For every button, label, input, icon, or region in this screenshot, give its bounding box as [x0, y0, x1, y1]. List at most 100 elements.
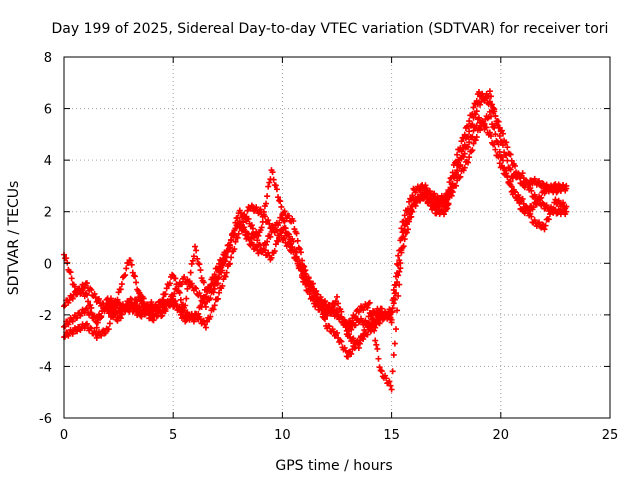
point-marker — [226, 242, 233, 249]
point-marker — [200, 317, 207, 324]
point-marker — [304, 287, 311, 294]
point-marker — [127, 257, 134, 264]
point-marker — [257, 242, 264, 249]
point-marker — [223, 269, 230, 276]
point-marker — [539, 199, 546, 206]
point-marker — [219, 267, 226, 274]
point-marker — [158, 310, 165, 317]
point-marker — [83, 280, 90, 287]
x-tick-label: 20 — [493, 428, 510, 443]
point-marker — [237, 221, 244, 228]
point-marker — [69, 295, 76, 302]
point-marker — [281, 208, 288, 215]
point-marker — [548, 183, 555, 190]
point-marker — [186, 278, 193, 285]
point-marker — [130, 301, 137, 308]
point-marker — [422, 192, 429, 199]
point-marker — [356, 337, 363, 344]
point-marker — [470, 104, 477, 111]
point-marker — [117, 315, 124, 322]
point-marker — [97, 315, 104, 322]
point-marker — [272, 182, 279, 189]
point-marker — [293, 230, 300, 237]
point-marker — [546, 211, 553, 218]
point-marker — [172, 298, 179, 305]
point-marker — [216, 269, 223, 276]
point-marker — [313, 295, 320, 302]
point-marker — [466, 118, 473, 125]
point-marker — [263, 200, 270, 207]
point-marker — [301, 263, 308, 270]
point-marker — [91, 290, 98, 297]
point-marker — [386, 378, 393, 385]
point-marker — [93, 324, 100, 331]
point-marker — [555, 184, 562, 191]
point-marker — [281, 224, 288, 231]
point-marker — [453, 182, 460, 189]
point-marker — [263, 241, 270, 248]
point-marker — [237, 209, 244, 216]
point-marker — [404, 218, 411, 225]
point-marker — [498, 154, 505, 161]
point-marker — [449, 181, 456, 188]
point-marker — [374, 345, 381, 352]
point-marker — [211, 271, 218, 278]
point-marker — [372, 311, 379, 318]
point-marker — [499, 130, 506, 137]
point-marker — [507, 166, 514, 173]
point-marker — [270, 176, 277, 183]
point-marker — [214, 275, 221, 282]
point-marker — [365, 300, 372, 307]
point-marker — [166, 301, 173, 308]
point-marker — [373, 341, 380, 348]
point-marker — [371, 327, 378, 334]
point-marker — [372, 337, 379, 344]
point-marker — [257, 206, 264, 213]
point-marker — [268, 254, 275, 261]
point-marker — [516, 194, 523, 201]
point-marker — [460, 145, 467, 152]
point-marker — [125, 299, 132, 306]
point-marker — [445, 201, 452, 208]
point-marker — [387, 382, 394, 389]
point-marker — [368, 316, 375, 323]
point-marker — [372, 324, 379, 331]
point-marker — [388, 386, 395, 393]
point-marker — [249, 241, 256, 248]
point-marker — [367, 310, 374, 317]
point-marker — [441, 211, 448, 218]
point-marker — [281, 235, 288, 242]
point-marker — [193, 247, 200, 254]
point-marker — [364, 331, 371, 338]
point-marker — [416, 187, 423, 194]
point-marker — [222, 273, 229, 280]
point-marker — [82, 321, 89, 328]
point-marker — [360, 336, 367, 343]
point-marker — [148, 299, 155, 306]
point-marker — [324, 309, 331, 316]
point-marker — [498, 127, 505, 134]
point-marker — [344, 353, 351, 360]
point-marker — [87, 302, 94, 309]
point-marker — [314, 291, 321, 298]
point-marker — [290, 248, 297, 255]
point-marker — [478, 123, 485, 130]
point-marker — [466, 128, 473, 135]
point-marker — [309, 287, 316, 294]
grid-lines — [64, 57, 610, 418]
point-marker — [468, 148, 475, 155]
point-marker — [85, 298, 92, 305]
point-marker — [433, 199, 440, 206]
point-marker — [490, 123, 497, 130]
point-marker — [65, 299, 72, 306]
point-marker — [352, 344, 359, 351]
point-marker — [306, 280, 313, 287]
point-marker — [278, 232, 285, 239]
point-marker — [234, 223, 241, 230]
point-marker — [370, 319, 377, 326]
point-marker — [426, 188, 433, 195]
point-marker — [296, 246, 303, 253]
point-marker — [231, 246, 238, 253]
point-marker — [347, 350, 354, 357]
point-marker — [491, 106, 498, 113]
